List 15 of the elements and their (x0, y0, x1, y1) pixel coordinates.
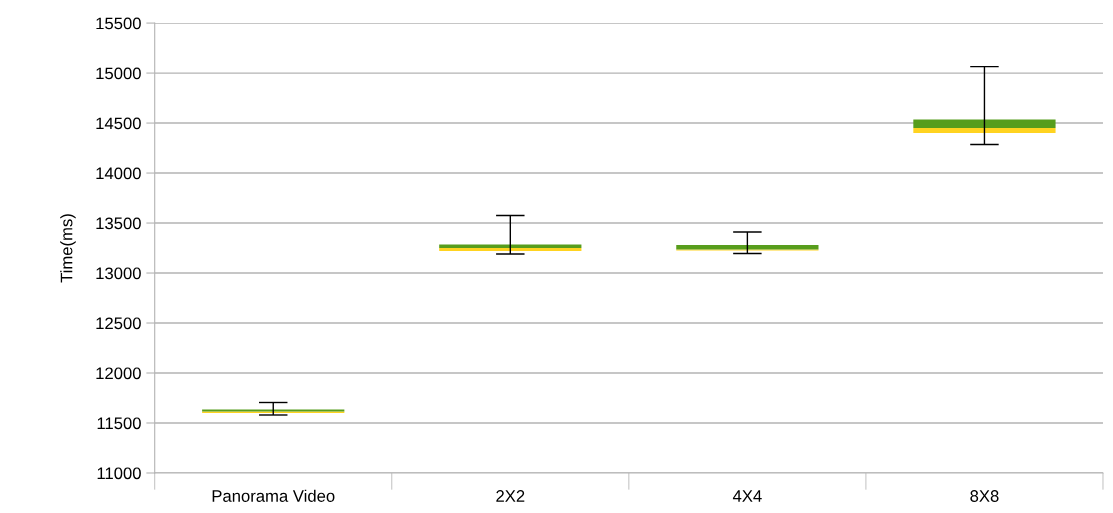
y-tick-label: 11000 (97, 467, 141, 480)
y-tick-label: 12500 (96, 317, 141, 330)
x-tick-label: 4X4 (732, 490, 762, 502)
y-tick-label: 13500 (96, 217, 141, 230)
y-tick-label: 13000 (96, 267, 141, 280)
y-tick-label: 11500 (97, 417, 141, 430)
y-tick-label: 15000 (96, 67, 141, 80)
y-axis-title: Time(ms) (60, 214, 76, 283)
x-tick-label: 8X8 (970, 490, 999, 502)
y-tick-label: 14000 (96, 167, 141, 180)
x-tick-label: 2X2 (496, 490, 525, 502)
y-tick-label: 15500 (96, 17, 141, 30)
y-tick-label: 12000 (96, 367, 141, 380)
y-tick-label: 14500 (96, 117, 141, 130)
x-tick-label: Panorama Video (212, 489, 335, 502)
